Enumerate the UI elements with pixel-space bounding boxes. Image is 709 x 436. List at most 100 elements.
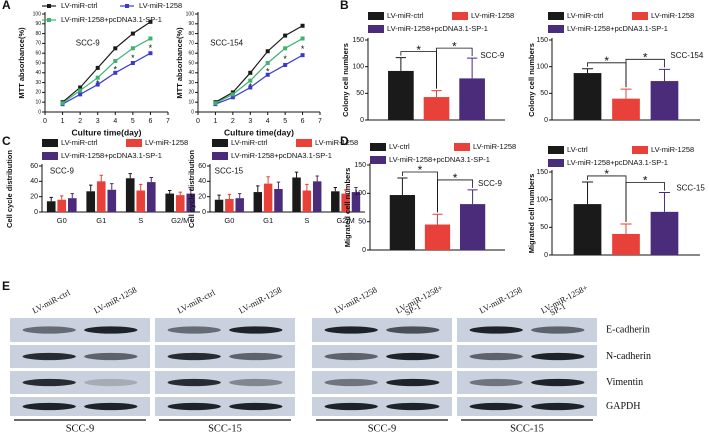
y-tick-label: 100 [186, 11, 195, 17]
bar [225, 198, 234, 212]
blot-background [10, 345, 150, 368]
legend-swatch [632, 12, 648, 20]
blot-band [386, 378, 440, 387]
legend-swatch [548, 12, 564, 20]
legend-swatch [296, 139, 312, 147]
blot-background [312, 371, 452, 394]
x-tick-label: 3 [96, 118, 100, 125]
lane-label: LV-miR-1258 [237, 285, 283, 316]
data-point [78, 88, 83, 93]
error-bar [276, 181, 281, 189]
series-line [215, 37, 303, 104]
blot-background [457, 397, 597, 416]
error-bar [178, 191, 182, 196]
legend-label: LV-miR-1258+pcDNA3.1-SP-1 [231, 151, 332, 160]
blot-background [312, 397, 452, 416]
data-point [213, 101, 218, 106]
bar [423, 97, 450, 120]
blot-band [229, 402, 283, 411]
blot-band [531, 326, 585, 334]
error-bar [88, 184, 93, 192]
y-tick-label: 0 [202, 209, 206, 216]
legend-label: LV-miR-1258+pcDNA3.1-SP-1 [387, 24, 488, 33]
blot-band [229, 326, 283, 334]
legend-marker [47, 4, 51, 8]
x-tick-label: 7 [318, 118, 322, 125]
error-bar [128, 173, 132, 179]
x-tick-label: 5 [283, 118, 287, 125]
significance: * [131, 53, 135, 63]
lane-label: LV-miR-1258 [92, 285, 138, 316]
y-tick-label: 70 [188, 41, 194, 47]
bar [274, 189, 283, 212]
legend-swatch [548, 159, 564, 167]
blot-band [531, 378, 585, 387]
data-point [248, 85, 253, 90]
x-tick-label: G2/M [336, 216, 354, 225]
error-bar [305, 183, 309, 191]
error-bar [256, 185, 260, 193]
error-bar [658, 68, 671, 82]
error-bar [658, 191, 671, 212]
bar [612, 98, 640, 120]
y-tick-label: 90 [188, 21, 194, 27]
blot-background [10, 397, 150, 416]
legend-label: LV-miR-1258 [315, 138, 358, 147]
blot-band [229, 352, 283, 361]
bar [146, 182, 156, 212]
y-tick-label: 40 [30, 178, 38, 185]
subtitle: SCC-9 [478, 179, 503, 188]
bar [331, 191, 340, 212]
bar [341, 193, 350, 212]
y-tick-label: 0 [544, 117, 548, 124]
y-tick-label: 50 [540, 224, 548, 231]
data-point [113, 46, 118, 51]
y-tick-label: 0 [38, 109, 41, 115]
x-tick-label: 3 [248, 118, 252, 125]
y-axis-label: MTT absorbance(%) [175, 27, 184, 99]
error-bar [189, 189, 193, 194]
legend-label: LV-miR-ctrl [387, 11, 424, 20]
legend-swatch [212, 152, 228, 160]
y-tick-label: 50 [356, 90, 364, 97]
error-bar [333, 186, 337, 192]
x-tick-label: 6 [301, 118, 305, 125]
y-tick-label: 70 [35, 41, 41, 47]
significance: * [453, 171, 458, 185]
error-bar [467, 189, 478, 205]
legend-label: LV-miR-ctrl [61, 1, 98, 10]
blot-band [469, 326, 523, 334]
significance: * [418, 163, 423, 177]
blot-band [22, 326, 76, 334]
bar [86, 191, 96, 212]
bar [312, 181, 322, 212]
blot-band [531, 402, 585, 411]
data-point [95, 75, 100, 80]
legend-swatch [370, 143, 386, 151]
bar [292, 177, 301, 212]
data-point [300, 23, 305, 28]
y-tick-label: 0 [362, 247, 366, 254]
y-tick-label: 60 [188, 51, 194, 57]
series-line [215, 25, 303, 103]
cell-line-label: SCC-15 [208, 423, 242, 434]
y-axis-label: Cell cycle distribution [5, 150, 14, 228]
lane-label: LV-miR-ctrl [175, 287, 217, 316]
y-tick-label: 100 [536, 197, 548, 204]
error-bar [139, 183, 143, 191]
significance: * [643, 51, 648, 65]
panel-label: E [2, 279, 10, 293]
legend-swatch [42, 139, 58, 147]
error-bar [431, 90, 442, 98]
data-point [130, 31, 135, 36]
error-bar [217, 194, 221, 200]
error-bar [294, 171, 299, 178]
significance: * [114, 64, 118, 74]
row-label: E-cadherin [606, 324, 650, 335]
legend-label: LV-miR-1258+pcDNA3.1-SP-1 [567, 24, 668, 33]
data-point [130, 46, 135, 51]
y-tick-label: 100 [536, 64, 548, 71]
error-bar [49, 196, 53, 202]
legend-swatch [548, 146, 564, 154]
